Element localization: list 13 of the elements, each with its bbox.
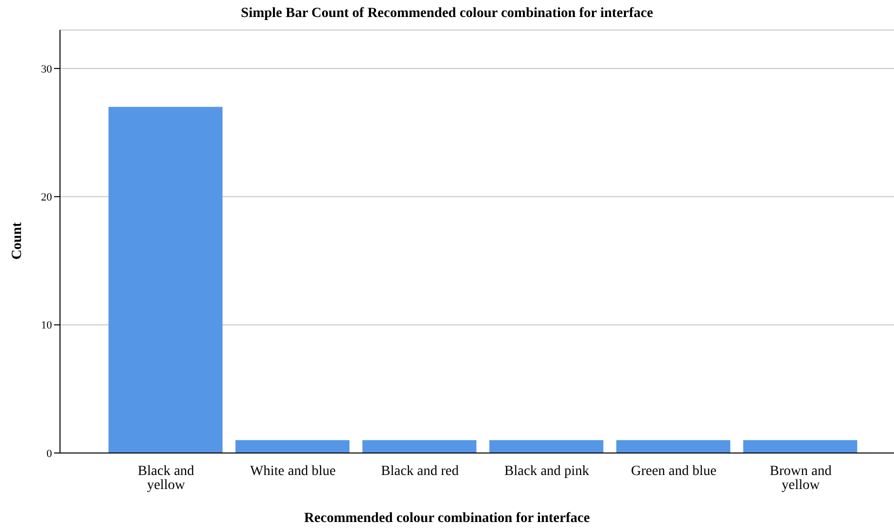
x-tick-label: Black and red bbox=[381, 464, 459, 479]
x-tick-label: Brown and yellow bbox=[770, 464, 832, 493]
y-tick-label: 10 bbox=[41, 320, 52, 332]
chart-title: Simple Bar Count of Recommended colour combination for interface bbox=[240, 6, 654, 22]
y-axis-title: Count bbox=[10, 222, 26, 260]
y-tick-label: 30 bbox=[41, 63, 52, 76]
x-tick-label: Green and blue bbox=[630, 464, 717, 479]
x-axis-title: Recommended colour combination for interface bbox=[303, 511, 591, 527]
x-tick-label: White and blue bbox=[250, 464, 336, 479]
y-tick-label: 0 bbox=[46, 448, 52, 460]
x-tick-label: Black and yellow bbox=[138, 464, 194, 493]
y-tick-label: 20 bbox=[41, 192, 52, 204]
x-tick-label: Black and pink bbox=[504, 464, 590, 479]
